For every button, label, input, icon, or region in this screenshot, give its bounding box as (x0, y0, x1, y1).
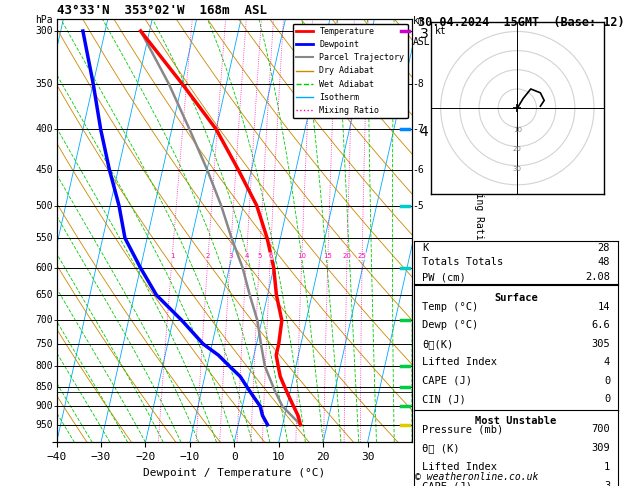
Text: -7: -7 (413, 124, 425, 134)
Text: 20: 20 (513, 146, 522, 153)
Text: 309: 309 (591, 443, 610, 453)
Text: km: km (413, 17, 425, 26)
Text: 550: 550 (35, 233, 53, 243)
Text: 30.04.2024  15GMT  (Base: 12): 30.04.2024 15GMT (Base: 12) (418, 16, 625, 29)
Text: Lifted Index: Lifted Index (422, 462, 497, 472)
Text: LCL: LCL (413, 387, 428, 397)
Text: 650: 650 (35, 290, 53, 300)
Text: 6: 6 (268, 253, 272, 259)
Text: 43°33'N  353°02'W  168m  ASL: 43°33'N 353°02'W 168m ASL (57, 4, 267, 17)
Text: Surface: Surface (494, 293, 538, 303)
Text: θᴇ(K): θᴇ(K) (422, 339, 454, 349)
Text: ASL: ASL (413, 36, 430, 47)
Text: 14: 14 (598, 302, 610, 312)
Text: 0: 0 (604, 394, 610, 404)
Text: 2.08: 2.08 (585, 272, 610, 282)
X-axis label: Dewpoint / Temperature (°C): Dewpoint / Temperature (°C) (143, 468, 325, 478)
Text: Dewp (°C): Dewp (°C) (422, 320, 478, 330)
Text: 15: 15 (323, 253, 332, 259)
Text: -4: -4 (413, 248, 425, 258)
Y-axis label: Mixing Ratio (g/kg): Mixing Ratio (g/kg) (474, 175, 484, 287)
Text: CAPE (J): CAPE (J) (422, 376, 472, 386)
Text: 400: 400 (35, 124, 53, 134)
Text: 700: 700 (35, 315, 53, 326)
Text: 1: 1 (170, 253, 174, 259)
Text: 950: 950 (35, 420, 53, 430)
Text: -6: -6 (413, 165, 425, 174)
Text: hPa: hPa (35, 15, 53, 25)
Text: 500: 500 (35, 201, 53, 210)
Text: 28: 28 (598, 243, 610, 253)
Text: 700: 700 (591, 424, 610, 434)
Text: -5: -5 (413, 201, 425, 210)
Text: PW (cm): PW (cm) (422, 272, 466, 282)
Text: 600: 600 (35, 263, 53, 273)
Text: 750: 750 (35, 339, 53, 349)
Text: CIN (J): CIN (J) (422, 394, 466, 404)
Text: -3: -3 (413, 315, 425, 326)
Text: 25: 25 (358, 253, 367, 259)
Text: 800: 800 (35, 361, 53, 371)
Text: 10: 10 (513, 127, 522, 133)
Text: 1: 1 (604, 462, 610, 472)
Text: Totals Totals: Totals Totals (422, 258, 503, 267)
Text: © weatheronline.co.uk: © weatheronline.co.uk (415, 472, 538, 482)
Text: CAPE (J): CAPE (J) (422, 481, 472, 486)
Text: Lifted Index: Lifted Index (422, 357, 497, 367)
Text: 3: 3 (604, 481, 610, 486)
Text: 6.6: 6.6 (591, 320, 610, 330)
Text: 3: 3 (228, 253, 233, 259)
Text: Temp (°C): Temp (°C) (422, 302, 478, 312)
Text: -1: -1 (413, 388, 425, 398)
Text: 0: 0 (604, 376, 610, 386)
Text: 30: 30 (513, 166, 522, 172)
Text: 450: 450 (35, 165, 53, 174)
Text: 4: 4 (604, 357, 610, 367)
Text: Pressure (mb): Pressure (mb) (422, 424, 503, 434)
Text: 10: 10 (298, 253, 306, 259)
Text: Most Unstable: Most Unstable (476, 416, 557, 426)
Text: kt: kt (435, 26, 447, 35)
Text: 850: 850 (35, 382, 53, 392)
Text: 300: 300 (35, 26, 53, 36)
Text: -2: -2 (413, 367, 425, 378)
Text: -8: -8 (413, 79, 425, 88)
Text: 20: 20 (343, 253, 352, 259)
Text: θᴇ (K): θᴇ (K) (422, 443, 460, 453)
Text: 48: 48 (598, 258, 610, 267)
Text: 305: 305 (591, 339, 610, 349)
Text: 2: 2 (206, 253, 210, 259)
Text: 4: 4 (245, 253, 248, 259)
Text: 350: 350 (35, 79, 53, 88)
Text: K: K (422, 243, 428, 253)
Text: 900: 900 (35, 401, 53, 411)
Legend: Temperature, Dewpoint, Parcel Trajectory, Dry Adiabat, Wet Adiabat, Isotherm, Mi: Temperature, Dewpoint, Parcel Trajectory… (293, 24, 408, 118)
Text: 5: 5 (257, 253, 262, 259)
